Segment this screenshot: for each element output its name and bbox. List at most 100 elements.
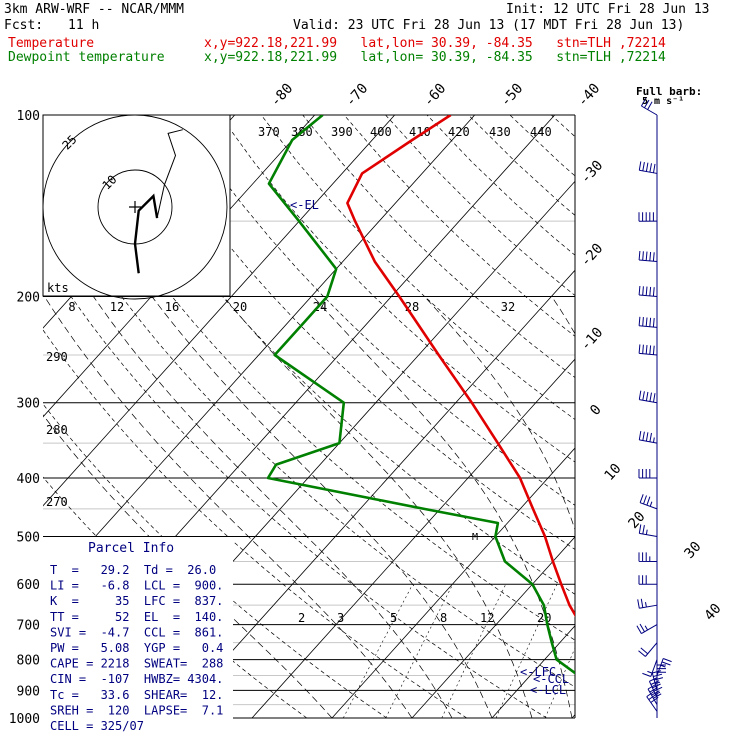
dry-adiabat	[260, 115, 575, 420]
wind-barb-column: Full barb:5 m s⁻¹	[636, 85, 702, 718]
dry-adiabat	[95, 115, 575, 595]
pressure-tick-label: 300	[17, 397, 40, 412]
dry-adiabat	[634, 115, 740, 718]
mixing-ratio-label: 12	[480, 611, 494, 625]
wind-barb	[637, 598, 658, 609]
dewpoint-legend-label: Dewpoint temperature	[8, 50, 165, 65]
isotherm-line	[43, 115, 475, 596]
pressure-tick-label: 800	[17, 654, 40, 669]
moist-adiabat	[223, 296, 533, 719]
parcel-info-row: CIN = -107 HWBZ= 4304.	[50, 672, 223, 686]
pressure-tick-label: 100	[17, 109, 40, 124]
theta-top-label: 400	[370, 125, 392, 139]
wind-barb	[638, 524, 658, 537]
isotherm-line	[331, 447, 575, 719]
parcel-info-row: CAPE = 2218 SWEAT= 288	[50, 657, 223, 671]
hodo-speed-label: 12	[110, 300, 124, 314]
dewpoint-location: x,y=922.18,221.99 lat,lon= 30.39, -84.35…	[204, 50, 666, 65]
isotherm-label: 40	[701, 601, 724, 624]
dry-adiabat	[593, 115, 740, 718]
lcl-marker: <-LCL	[530, 683, 566, 697]
dry-adiabat	[343, 115, 575, 337]
moist-adiabat	[551, 296, 575, 335]
forecast-hour: 11 h	[68, 18, 100, 33]
wind-barb	[638, 552, 658, 562]
wind-barb	[638, 390, 658, 404]
temperature-line	[346, 115, 575, 618]
hodo-origin-marker	[129, 201, 141, 213]
isotherm-label: 20	[625, 509, 648, 532]
parcel-info-text: Parcel Info T = 29.2 Td = 26.0 LI = -6.8 L…	[50, 541, 223, 733]
parcel-marker: M	[472, 532, 478, 543]
wind-barb	[656, 658, 672, 676]
isotherm-line	[43, 115, 395, 507]
parcel-info-row: PW = 5.08 YGP = 0.4	[50, 641, 223, 655]
isotherm-label: -50	[498, 81, 527, 111]
dry-adiabat	[468, 115, 575, 216]
hodo-speed-label: 20	[233, 300, 247, 314]
isotherm-line	[251, 358, 575, 719]
dry-adiabat	[43, 174, 575, 688]
theta-top-label: 420	[448, 125, 470, 139]
isotherm-line	[732, 115, 740, 718]
mixing-ratio-label: 3	[337, 611, 344, 625]
moist-adiabat	[312, 296, 573, 719]
level-markers: <-EL <-LFC<-CCL<-LCL	[290, 198, 569, 697]
theta-label: 280	[46, 423, 68, 437]
dry-adiabat	[43, 476, 308, 719]
wind-barb	[636, 623, 658, 635]
barb-key-title: Full barb:	[636, 85, 702, 98]
el-marker: <-EL	[290, 198, 319, 212]
dry-adiabat-lines	[43, 115, 740, 719]
pressure-tick-label: 400	[17, 472, 40, 487]
theta-top-label: 430	[489, 125, 511, 139]
valid-time: Valid: 23 UTC Fri 28 Jun 13 (17 MDT Fri …	[293, 18, 685, 33]
wind-barb	[638, 431, 658, 444]
pressure-tick-label: 500	[17, 530, 40, 545]
wind-barb	[639, 494, 658, 510]
theta-label: 290	[46, 350, 68, 364]
isotherm-label: -10	[578, 325, 607, 355]
hodo-speed-label: 8	[68, 300, 75, 314]
wind-barb	[638, 469, 658, 479]
lfc-marker: <-LFC	[520, 665, 556, 679]
mixing-ratio-label: 8	[440, 611, 447, 625]
parcel-info-row: CELL = 325/07	[50, 719, 144, 733]
wind-barb	[638, 316, 658, 328]
wind-barb	[638, 344, 658, 356]
dewpoint-line	[266, 115, 575, 675]
mixing-ratio-line	[385, 584, 454, 719]
wind-barb	[638, 285, 658, 298]
parcel-info-row: LI = -6.8 LCL = 900.	[50, 579, 223, 593]
dry-adiabat	[426, 115, 575, 256]
isotherm-label: -60	[421, 81, 450, 111]
theta-top-label: 440	[530, 125, 552, 139]
model-title: 3km ARW-WRF -- NCAR/MMM	[4, 2, 185, 17]
mixing-ratio-lines	[343, 584, 575, 719]
hodograph-frame	[42, 114, 231, 297]
dry-adiabat	[302, 115, 575, 378]
isotherm-line	[411, 536, 575, 719]
wind-barb	[638, 161, 658, 174]
hodo-ring-25	[42, 114, 228, 300]
parcel-info-row: SREH = 120 LAPSE= 7.1	[50, 703, 223, 717]
theta-top-label: 370	[258, 125, 280, 139]
mixing-ratio-line	[441, 584, 507, 719]
dry-adiabat	[178, 115, 575, 506]
isotherm-line	[491, 625, 575, 719]
isotherm-label: 30	[681, 539, 704, 562]
wind-barb	[638, 575, 658, 585]
theta-top-label: 410	[409, 125, 431, 139]
parcel-info-row: Tc = 33.6 SHEAR= 12.	[50, 688, 223, 702]
isotherm-label: -40	[575, 81, 604, 111]
isotherm-label: -20	[578, 241, 607, 271]
barb-key-value: 5 m s⁻¹	[642, 96, 684, 107]
parcel-info-box	[43, 537, 233, 730]
pressure-tick-label: 200	[17, 291, 40, 306]
wind-barb	[638, 212, 658, 222]
isotherm-label: 0	[587, 402, 605, 419]
parcel-info-title: Parcel Info	[88, 541, 174, 556]
theta-label: 270	[46, 495, 68, 509]
pressure-tick-label: 600	[17, 578, 40, 593]
